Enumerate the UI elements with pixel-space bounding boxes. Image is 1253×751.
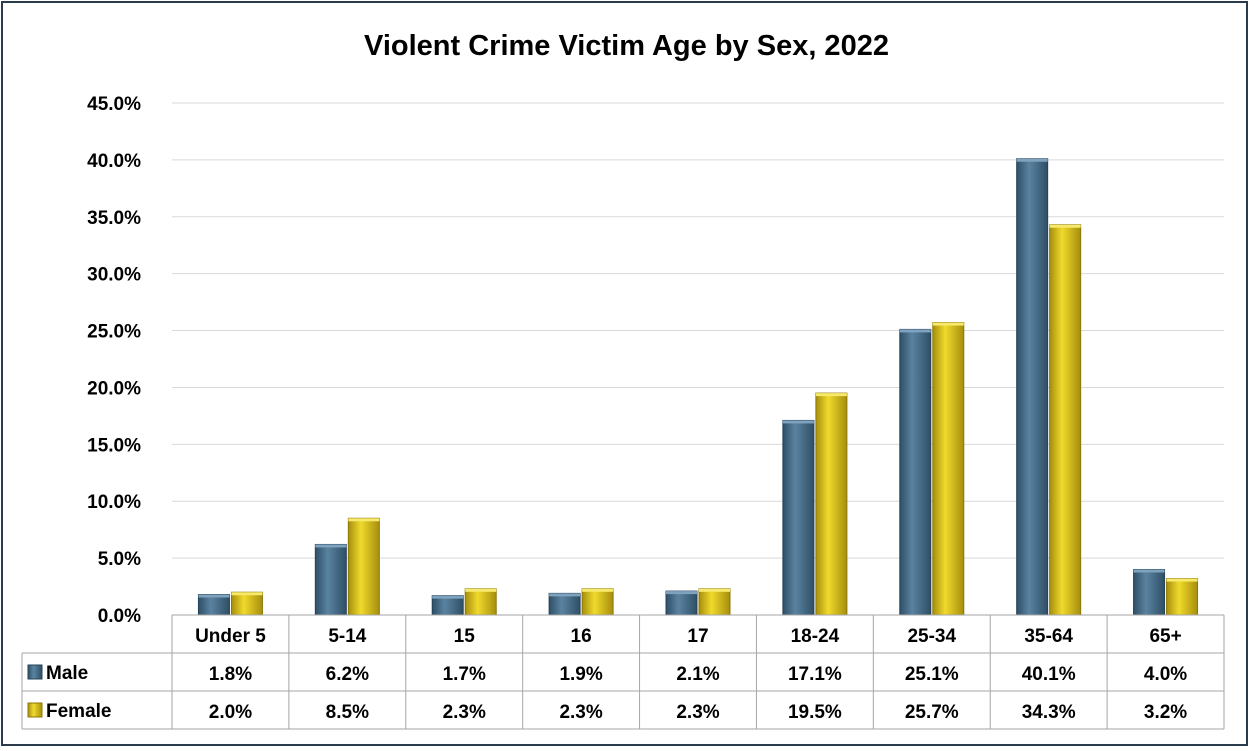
bar-male xyxy=(314,543,347,616)
bar-top-female xyxy=(699,588,730,592)
category-label: 15 xyxy=(454,626,476,647)
chart-title: Violent Crime Victim Age by Sex, 2022 xyxy=(364,30,889,62)
y-tick-label: 40.0% xyxy=(87,151,141,172)
data-label-female: 2.3% xyxy=(559,702,602,723)
category-label: 18-24 xyxy=(791,626,840,647)
bar-top-female xyxy=(932,322,964,326)
bar-female xyxy=(932,322,965,616)
bar-top-male xyxy=(198,594,230,598)
bar-top-male xyxy=(315,544,347,548)
data-label-male: 1.8% xyxy=(209,664,252,685)
bar-male xyxy=(782,419,815,616)
bar-top-female xyxy=(348,518,380,522)
bar-top-male xyxy=(549,593,581,597)
data-label-male: 6.2% xyxy=(326,664,369,685)
bar-female xyxy=(815,392,848,616)
bar-female xyxy=(230,591,263,616)
data-table: Under 5 5-14 15 16 17 18-24 25-34 35-64 65+ Male 1… xyxy=(21,614,1225,730)
bar-female xyxy=(1166,578,1199,616)
bar-top-female xyxy=(1049,224,1081,228)
data-label-male: 1.7% xyxy=(443,664,486,685)
category-label: 5-14 xyxy=(328,626,366,647)
bar-top-male xyxy=(666,591,697,595)
category-label: 65+ xyxy=(1149,626,1181,647)
y-tick-label: 45.0% xyxy=(87,94,141,115)
y-tick-label: 25.0% xyxy=(87,322,141,343)
bars xyxy=(197,158,1199,616)
data-label-female: 2.3% xyxy=(443,702,486,723)
bar-top-male xyxy=(782,420,814,424)
y-tick-label: 5.0% xyxy=(98,549,141,570)
data-label-male: 17.1% xyxy=(788,664,842,685)
bar-top-female xyxy=(231,592,263,596)
data-label-male: 2.1% xyxy=(676,664,719,685)
gridlines xyxy=(172,102,1224,559)
bar-female xyxy=(698,588,731,616)
y-tick-label: 10.0% xyxy=(87,492,141,513)
y-tick-label: 0.0% xyxy=(98,606,141,627)
category-label: 35-64 xyxy=(1024,626,1073,647)
bar-male xyxy=(197,594,230,616)
y-tick-label: 30.0% xyxy=(87,265,141,286)
bar-top-male xyxy=(432,595,464,599)
category-label: 17 xyxy=(687,626,708,647)
bar-female xyxy=(581,588,614,616)
bar-top-female xyxy=(582,588,614,592)
y-tick-label: 20.0% xyxy=(87,378,141,399)
bar-male xyxy=(665,590,698,616)
data-label-female: 2.0% xyxy=(209,702,252,723)
bar-top-male xyxy=(1016,158,1048,162)
bar-top-female xyxy=(465,588,497,592)
data-label-female: 3.2% xyxy=(1144,702,1187,723)
bar-male xyxy=(548,592,581,616)
data-label-female: 2.3% xyxy=(676,702,719,723)
bar-female xyxy=(464,588,497,616)
category-label: 16 xyxy=(571,626,592,647)
bar-female xyxy=(1049,224,1082,616)
bar-male xyxy=(899,328,932,616)
legend-key-male xyxy=(27,664,43,680)
data-label-female: 34.3% xyxy=(1022,702,1076,723)
data-label-male: 25.1% xyxy=(905,664,959,685)
bar-top-female xyxy=(1166,578,1198,582)
bar-top-male xyxy=(899,329,931,333)
bar-male xyxy=(1133,568,1166,616)
data-label-male: 40.1% xyxy=(1022,664,1076,685)
data-label-female: 19.5% xyxy=(788,702,842,723)
y-axis-ticks: 0.0% 5.0% 10.0% 15.0% 20.0% 25.0% 30.0% 35.0% 40… xyxy=(87,94,141,627)
y-tick-label: 15.0% xyxy=(87,435,141,456)
bar-male xyxy=(1016,158,1049,616)
legend-label-male: Male xyxy=(46,663,88,684)
data-label-female: 8.5% xyxy=(326,702,369,723)
y-tick-label: 35.0% xyxy=(87,208,141,229)
bar-top-female xyxy=(815,393,847,397)
legend-label-female: Female xyxy=(46,701,111,722)
data-label-female: 25.7% xyxy=(905,702,959,723)
bar-top-male xyxy=(1133,569,1165,573)
category-label: Under 5 xyxy=(195,626,266,647)
data-label-male: 1.9% xyxy=(559,664,602,685)
data-label-male: 4.0% xyxy=(1144,664,1187,685)
bar-female xyxy=(347,517,380,616)
legend-key-female xyxy=(27,702,43,718)
category-label: 25-34 xyxy=(907,626,956,647)
